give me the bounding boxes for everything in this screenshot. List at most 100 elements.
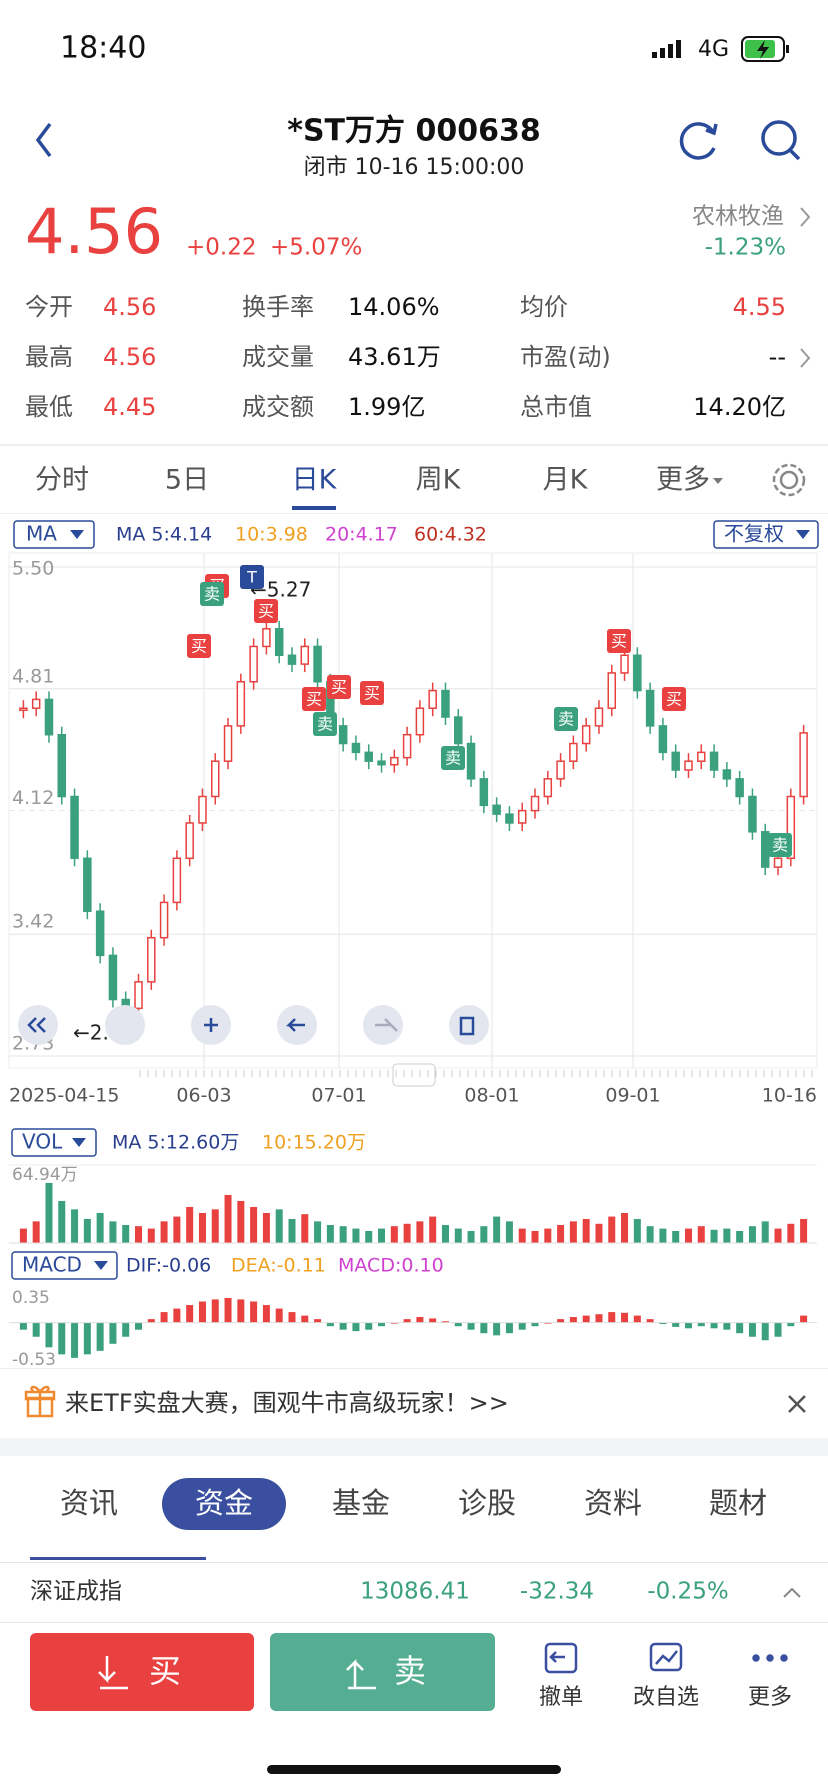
sector-name[interactable]: 农林牧渔 <box>692 204 784 230</box>
trade-mark-bg <box>441 746 465 770</box>
info-tab[interactable]: 资金 <box>195 1486 253 1520</box>
macd-bar <box>518 1322 526 1330</box>
sell-button[interactable] <box>270 1633 495 1711</box>
ma5-legend: MA 5:4.14 <box>116 524 212 546</box>
buy-button[interactable] <box>30 1633 254 1711</box>
back-button[interactable] <box>35 122 52 158</box>
stat-label: 市盈(动) <box>520 343 611 371</box>
candle-body <box>415 707 425 736</box>
volume-bar <box>736 1230 744 1243</box>
candle-body <box>172 857 182 904</box>
volume-bar <box>518 1228 526 1243</box>
macd-bar <box>467 1322 475 1330</box>
volume-bar <box>595 1223 603 1243</box>
cancel-order[interactable]: 撤单 <box>539 1685 583 1710</box>
candle-body <box>709 751 719 771</box>
volume-bar <box>45 1182 53 1243</box>
volume-bar <box>608 1216 616 1243</box>
trade-mark: 卖 <box>445 749 461 768</box>
volume-bar <box>365 1230 373 1243</box>
candle-body <box>428 689 437 709</box>
divider <box>0 444 828 446</box>
ma-button[interactable] <box>13 520 95 549</box>
candle-body <box>377 760 386 766</box>
macd-bar <box>736 1322 744 1334</box>
macd-bar <box>237 1299 245 1323</box>
period-tab[interactable]: 更多 <box>656 465 710 496</box>
candle-body <box>70 795 79 860</box>
stat-value: 1.99亿 <box>348 393 425 421</box>
macd-bar <box>761 1322 769 1341</box>
volume-bar <box>135 1226 143 1243</box>
vol-button[interactable] <box>11 1128 97 1157</box>
macd-bar <box>135 1322 143 1330</box>
macd-bar <box>569 1317 577 1323</box>
stat-value: 14.06% <box>348 293 440 321</box>
info-tab[interactable]: 诊股 <box>458 1486 516 1520</box>
adjust-button[interactable] <box>713 520 819 549</box>
volume-bar <box>160 1221 168 1243</box>
x-tick-label: 09-01 <box>605 1085 660 1107</box>
index-name: 深证成指 <box>30 1579 122 1605</box>
more-actions[interactable]: 更多 <box>748 1685 792 1710</box>
volume-bar <box>301 1214 309 1243</box>
period-tab[interactable]: 月K <box>543 465 589 496</box>
volume-bar <box>173 1216 181 1243</box>
settings-button[interactable] <box>772 463 806 497</box>
search-button[interactable] <box>761 120 801 161</box>
volume-bar <box>723 1228 731 1243</box>
index-value: 13086.41 <box>360 1579 470 1605</box>
volume-bar <box>109 1221 117 1243</box>
volume-bar <box>71 1209 79 1243</box>
expand[interactable] <box>783 1587 801 1598</box>
stat-value: 4.45 <box>103 393 156 421</box>
macd-bar <box>697 1322 705 1327</box>
macd-value: MACD:0.10 <box>338 1255 444 1277</box>
price: 4.56 <box>25 195 163 268</box>
tab-underline <box>292 506 336 510</box>
macd-button[interactable] <box>11 1251 118 1280</box>
info-tab[interactable]: 资料 <box>584 1486 642 1520</box>
refresh-button[interactable] <box>679 122 718 160</box>
edit-watchlist[interactable]: 改自选 <box>633 1685 699 1710</box>
macd-bar <box>32 1322 40 1337</box>
date-axis: 2025-04-15 06-03 07-01 08-01 09-01 10-16 <box>9 1070 817 1107</box>
stat-value: 4.56 <box>103 293 156 321</box>
pe-chevron <box>800 348 811 368</box>
period-tab[interactable]: 分时 <box>35 465 89 496</box>
network: 4G <box>698 37 729 62</box>
period-tab[interactable]: 周K <box>416 465 462 496</box>
banner-text[interactable]: 来ETF实盘大赛，围观牛市高级玩家！>> <box>65 1389 509 1417</box>
scroll-handle[interactable] <box>392 1063 436 1087</box>
dropdown-arrow <box>70 530 84 539</box>
trade-mark-bg <box>554 707 578 731</box>
macd-bar <box>45 1322 53 1348</box>
macd-bar <box>198 1301 206 1323</box>
macd-bar <box>147 1319 155 1323</box>
period-tab[interactable]: 5日 <box>165 465 209 496</box>
divider <box>0 513 828 514</box>
home-indicator <box>267 1765 561 1774</box>
candle-body <box>236 680 246 727</box>
nav-zoom-out[interactable] <box>105 1005 145 1045</box>
volume-bar <box>429 1216 437 1243</box>
dropdown-arrow <box>72 1138 86 1147</box>
info-tab[interactable]: 题材 <box>709 1486 767 1520</box>
nav-rotate[interactable] <box>449 1005 489 1045</box>
x-tick-label: 10-16 <box>762 1085 817 1107</box>
volume-bar <box>237 1200 245 1243</box>
macd-bar <box>672 1322 680 1327</box>
volume-bar <box>147 1228 155 1243</box>
candle-body <box>83 857 92 912</box>
info-tab[interactable]: 资讯 <box>60 1486 118 1520</box>
stat-value: -- <box>769 343 786 371</box>
banner-close[interactable] <box>788 1395 806 1413</box>
trade-mark: 买 <box>611 632 627 651</box>
trade-mark: 买 <box>258 602 274 621</box>
trade-mark-bg <box>327 675 351 699</box>
stat-label: 总市值 <box>520 393 592 421</box>
info-tab[interactable]: 基金 <box>332 1486 390 1520</box>
info-tabs: 资讯 资金 基金 诊股 资料 题材 <box>60 1478 767 1530</box>
period-tab[interactable]: 日K <box>292 465 338 496</box>
